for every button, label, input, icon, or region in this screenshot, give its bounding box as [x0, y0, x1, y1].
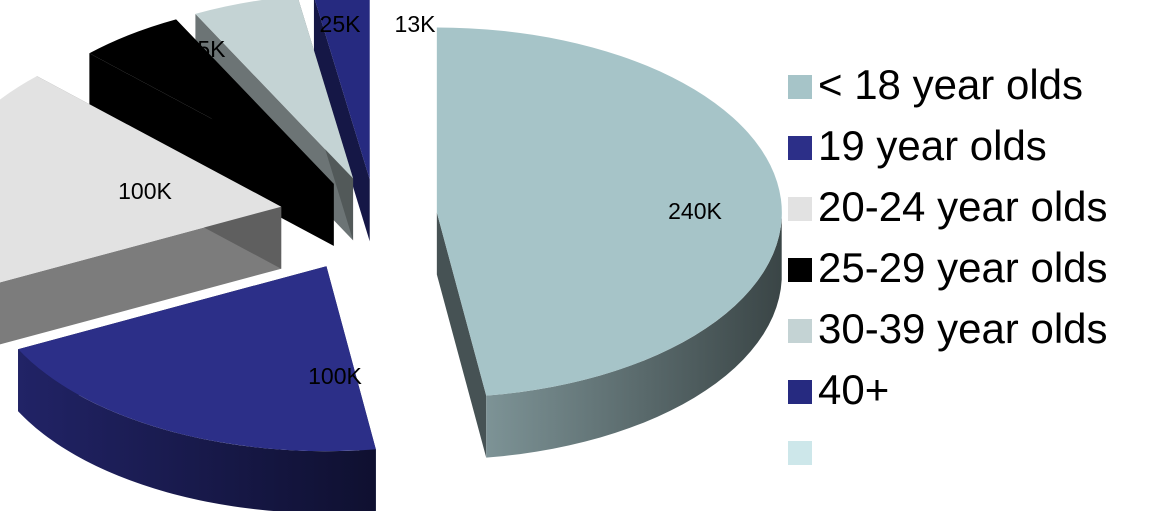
legend-item-40: 40+	[788, 366, 889, 413]
slice-rim	[486, 217, 782, 458]
legend-swatch	[788, 136, 812, 160]
legend-label: 25-29 year olds	[818, 244, 1108, 291]
legend-label: 40+	[818, 366, 889, 413]
slice-top	[0, 76, 282, 283]
pie-data-labels: 240K 100K 100K 25K 25K 13K	[118, 11, 722, 389]
pie-slice-40	[313, 0, 370, 242]
legend-swatch	[788, 75, 812, 99]
slice-wall	[89, 53, 334, 246]
legend-swatch	[788, 319, 812, 343]
data-label-40: 13K	[395, 11, 437, 37]
data-label-18-year-olds: 240K	[668, 198, 722, 224]
legend: < 18 year olds 19 year olds 20-24 year old…	[788, 61, 1108, 465]
slice-rim	[18, 349, 376, 511]
pie-slice-20-24-year-olds	[0, 76, 282, 345]
pie-slice-18-year-olds	[436, 27, 782, 458]
legend-swatch	[788, 197, 812, 221]
legend-item-18-year-olds: < 18 year olds	[788, 61, 1083, 108]
slice-wall	[313, 0, 370, 242]
legend-label: 30-39 year olds	[818, 305, 1108, 352]
data-label-25-29-year-olds: 25K	[185, 36, 227, 62]
legend-item-25-29-year-olds: 25-29 year olds	[788, 244, 1108, 291]
legend-item-19-year-olds: 19 year olds	[788, 122, 1047, 169]
legend-label: 19 year olds	[818, 122, 1047, 169]
legend-item-30-39-year-olds: 30-39 year olds	[788, 305, 1108, 352]
slice-top	[436, 27, 782, 396]
legend-swatch	[788, 441, 812, 465]
slice-wall	[436, 212, 487, 458]
legend-swatch	[788, 258, 812, 282]
pie-slice-19-year-olds	[18, 266, 376, 511]
legend-item-blank	[788, 441, 812, 465]
slice-top	[18, 266, 376, 452]
slice-wall	[0, 206, 282, 345]
pie-slice-25-29-year-olds	[89, 19, 334, 246]
legend-item-20-24-year-olds: 20-24 year olds	[788, 183, 1108, 230]
slice-top	[195, 0, 354, 179]
legend-label: < 18 year olds	[818, 61, 1083, 108]
slice-top	[89, 19, 334, 184]
pie-slices	[0, 0, 782, 511]
data-label-20-24-year-olds: 100K	[118, 178, 172, 204]
legend-swatch	[788, 380, 812, 404]
legend-label: 20-24 year olds	[818, 183, 1108, 230]
data-label-19-year-olds: 100K	[308, 363, 362, 389]
slice-top	[314, 0, 370, 180]
data-label-30-39-year-olds: 25K	[320, 11, 362, 37]
